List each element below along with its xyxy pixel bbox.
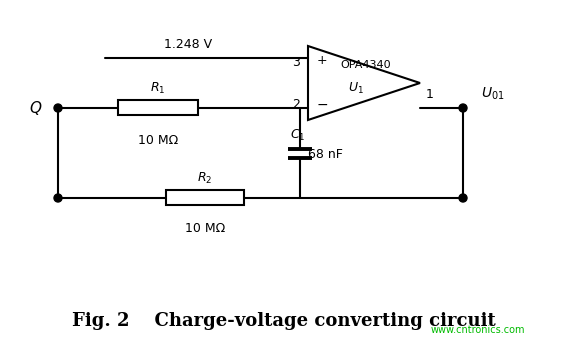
Text: 10 MΩ: 10 MΩ [185, 222, 225, 235]
Circle shape [459, 194, 467, 202]
Bar [166, 190, 244, 205]
Text: $U_{01}$: $U_{01}$ [481, 86, 505, 102]
Text: −: − [316, 98, 328, 112]
Text: $U_1$: $U_1$ [348, 80, 364, 95]
Text: 10 MΩ: 10 MΩ [138, 133, 178, 147]
Text: Fig. 2    Charge-voltage converting circuit: Fig. 2 Charge-voltage converting circuit [72, 312, 496, 330]
Text: 3: 3 [292, 56, 300, 69]
Text: 2: 2 [292, 98, 300, 110]
Text: 68 nF: 68 nF [308, 148, 343, 162]
Text: $C_1$: $C_1$ [290, 128, 306, 143]
Text: +: + [317, 55, 327, 68]
Bar [118, 100, 198, 115]
Text: $R_2$: $R_2$ [197, 170, 213, 186]
Text: www.cntronics.com: www.cntronics.com [431, 325, 525, 335]
Text: OPA4340: OPA4340 [341, 60, 391, 70]
Text: 1.248 V: 1.248 V [164, 38, 212, 50]
Circle shape [459, 104, 467, 112]
Circle shape [54, 104, 62, 112]
Text: 1: 1 [426, 88, 434, 101]
Text: $R_1$: $R_1$ [150, 80, 166, 95]
Circle shape [54, 194, 62, 202]
Text: $Q$: $Q$ [30, 99, 43, 117]
